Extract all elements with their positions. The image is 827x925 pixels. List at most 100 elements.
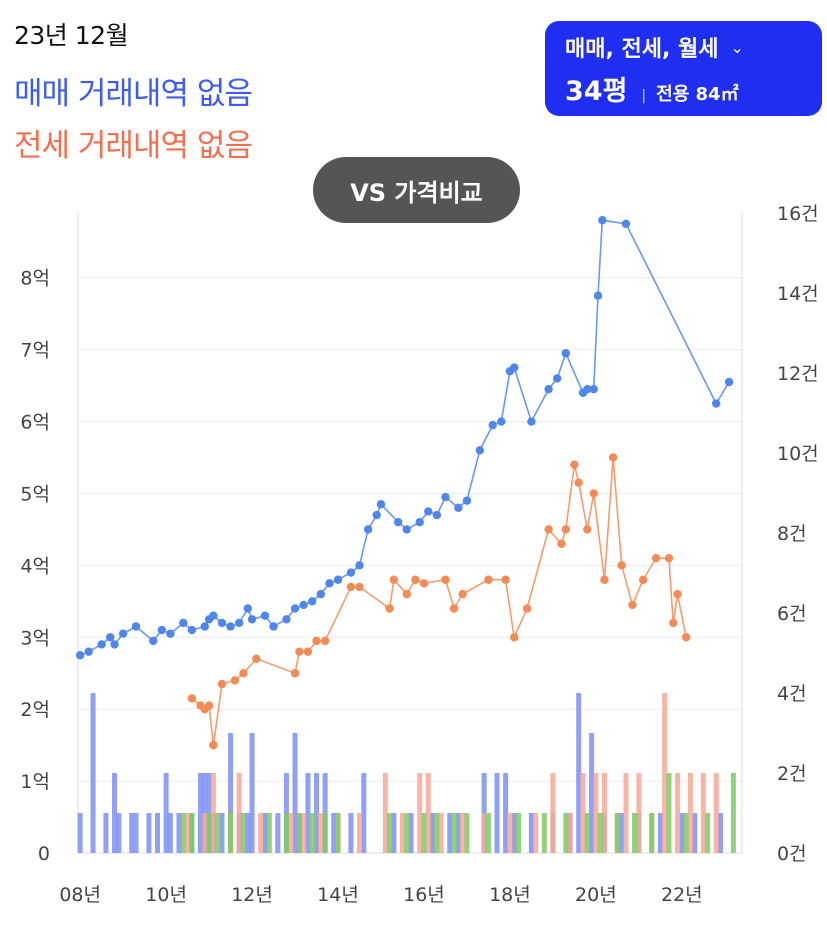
- sale-volume-bar: [197, 773, 203, 853]
- sale-price-point: [97, 640, 106, 649]
- y-left-tick-label: 0: [38, 843, 50, 865]
- jeonse-price-point: [574, 478, 583, 487]
- y-right-tick-label: 14건: [777, 283, 819, 305]
- jeonse-volume-bar: [460, 813, 466, 853]
- sale-volume-bar: [129, 813, 135, 853]
- sale-price-point: [402, 525, 411, 534]
- jeonse-volume-bar: [700, 773, 706, 853]
- jeonse-price-point: [187, 694, 197, 703]
- wolse-volume-bar: [404, 813, 410, 853]
- wolse-volume-bar: [434, 813, 440, 853]
- sale-volume-bar: [103, 813, 109, 853]
- jeonse-price-point: [664, 553, 674, 563]
- pyeong-label: 34평: [565, 76, 628, 107]
- wolse-volume-bar: [387, 813, 393, 853]
- sale-price-point: [290, 604, 300, 613]
- sale-price-point: [441, 492, 450, 502]
- deal-type-selector[interactable]: 매매, 전세, 월세 ⌄ 34평 | 전용 84㎡: [545, 21, 822, 116]
- sale-price-point: [84, 647, 93, 656]
- jeonse-volume-bar: [382, 773, 388, 853]
- sale-price-point: [561, 349, 570, 358]
- sale-volume-bar: [391, 813, 397, 853]
- sale-volume-bar: [361, 773, 367, 853]
- jeonse-volume-bar: [580, 773, 586, 853]
- sale-volume-bar: [692, 813, 698, 853]
- wolse-volume-bar: [189, 813, 195, 853]
- sale-price-point: [589, 384, 598, 394]
- jeonse-price-point: [411, 575, 420, 584]
- jeonse-volume-bar: [318, 813, 324, 853]
- sale-volume-bar: [245, 813, 251, 853]
- wolse-volume-bar: [206, 813, 212, 853]
- y-right-tick-label: 10건: [777, 443, 819, 465]
- sale-price-point: [415, 518, 424, 527]
- jeonse-volume-bar: [185, 813, 191, 853]
- jeonse-volume-bar: [417, 773, 423, 853]
- wolse-volume-bar: [464, 813, 470, 853]
- wolse-volume-bar: [730, 773, 736, 853]
- y-right-tick-label: 2건: [777, 763, 807, 785]
- y-right-tick-label: 4건: [777, 683, 807, 705]
- sale-price-point: [376, 500, 386, 509]
- sale-volume-bar: [314, 773, 320, 853]
- vs-compare-button[interactable]: VS 가격비교: [313, 157, 520, 223]
- chevron-down-icon: ⌄: [730, 37, 744, 57]
- sale-volume-bar: [249, 733, 255, 853]
- jeonse-price-point: [561, 525, 570, 534]
- sale-price-point: [475, 446, 485, 455]
- sale-volume-bar: [305, 773, 311, 853]
- jeonse-price-point: [217, 679, 227, 689]
- jeonse-volume-bar: [438, 813, 444, 853]
- sale-price-point: [355, 561, 364, 570]
- jeonse-price-point: [570, 460, 579, 469]
- wolse-volume-bar: [335, 813, 341, 853]
- sale-volume-bar: [167, 813, 173, 853]
- wolse-volume-bar: [296, 813, 302, 853]
- jeonse-volume-bar: [481, 813, 487, 853]
- jeonse-price-point: [608, 453, 618, 462]
- jeonse-price-point: [589, 489, 598, 498]
- jeonse-volume-bar: [533, 813, 539, 853]
- sale-price-point: [346, 568, 356, 577]
- sale-price-point: [552, 374, 562, 383]
- sale-volume-bar: [447, 813, 453, 853]
- sale-price-point: [510, 363, 519, 372]
- jeonse-volume-bar: [288, 813, 294, 853]
- jeonse-price-point: [501, 575, 510, 584]
- sale-price-point: [110, 640, 119, 649]
- wolse-volume-bar: [614, 813, 620, 853]
- wolse-volume-bar: [283, 813, 289, 853]
- y-right-tick-label: 16건: [777, 203, 819, 225]
- jeonse-price-point: [669, 618, 678, 628]
- sale-price-point: [200, 622, 209, 631]
- y-right-tick-label: 6건: [777, 603, 807, 625]
- sale-price-point: [247, 615, 257, 624]
- sale-volume-bar: [275, 813, 281, 853]
- sale-volume-bar: [292, 733, 298, 853]
- sale-price-point: [179, 618, 188, 628]
- area-label: 전용 84㎡: [656, 84, 739, 105]
- jeonse-price-point: [458, 589, 467, 599]
- jeonse-price-point: [673, 589, 682, 599]
- sale-volume-bar: [116, 813, 122, 853]
- sale-volume-bar: [331, 813, 337, 853]
- jeonse-volume-bar: [236, 773, 242, 853]
- y-left-tick-label: 5억: [20, 483, 50, 505]
- wolse-volume-bar: [451, 813, 457, 853]
- jeonse-volume-bar: [567, 813, 573, 853]
- jeonse-price-point: [617, 561, 626, 570]
- x-tick-label: 10년: [145, 884, 187, 906]
- wolse-volume-bar: [584, 813, 590, 853]
- sale-price-line: [79, 219, 730, 656]
- wolse-volume-bar: [563, 813, 569, 853]
- x-tick-label: 14년: [317, 884, 359, 906]
- sale-price-point: [131, 622, 141, 631]
- sale-price-point: [497, 417, 506, 426]
- jeonse-volume-bar: [357, 813, 363, 853]
- x-tick-label: 16년: [403, 884, 445, 906]
- x-tick-label: 20년: [575, 884, 617, 906]
- sale-price-point: [308, 597, 317, 606]
- jeonse-price-point: [419, 579, 429, 588]
- sale-volume-bar: [430, 813, 436, 853]
